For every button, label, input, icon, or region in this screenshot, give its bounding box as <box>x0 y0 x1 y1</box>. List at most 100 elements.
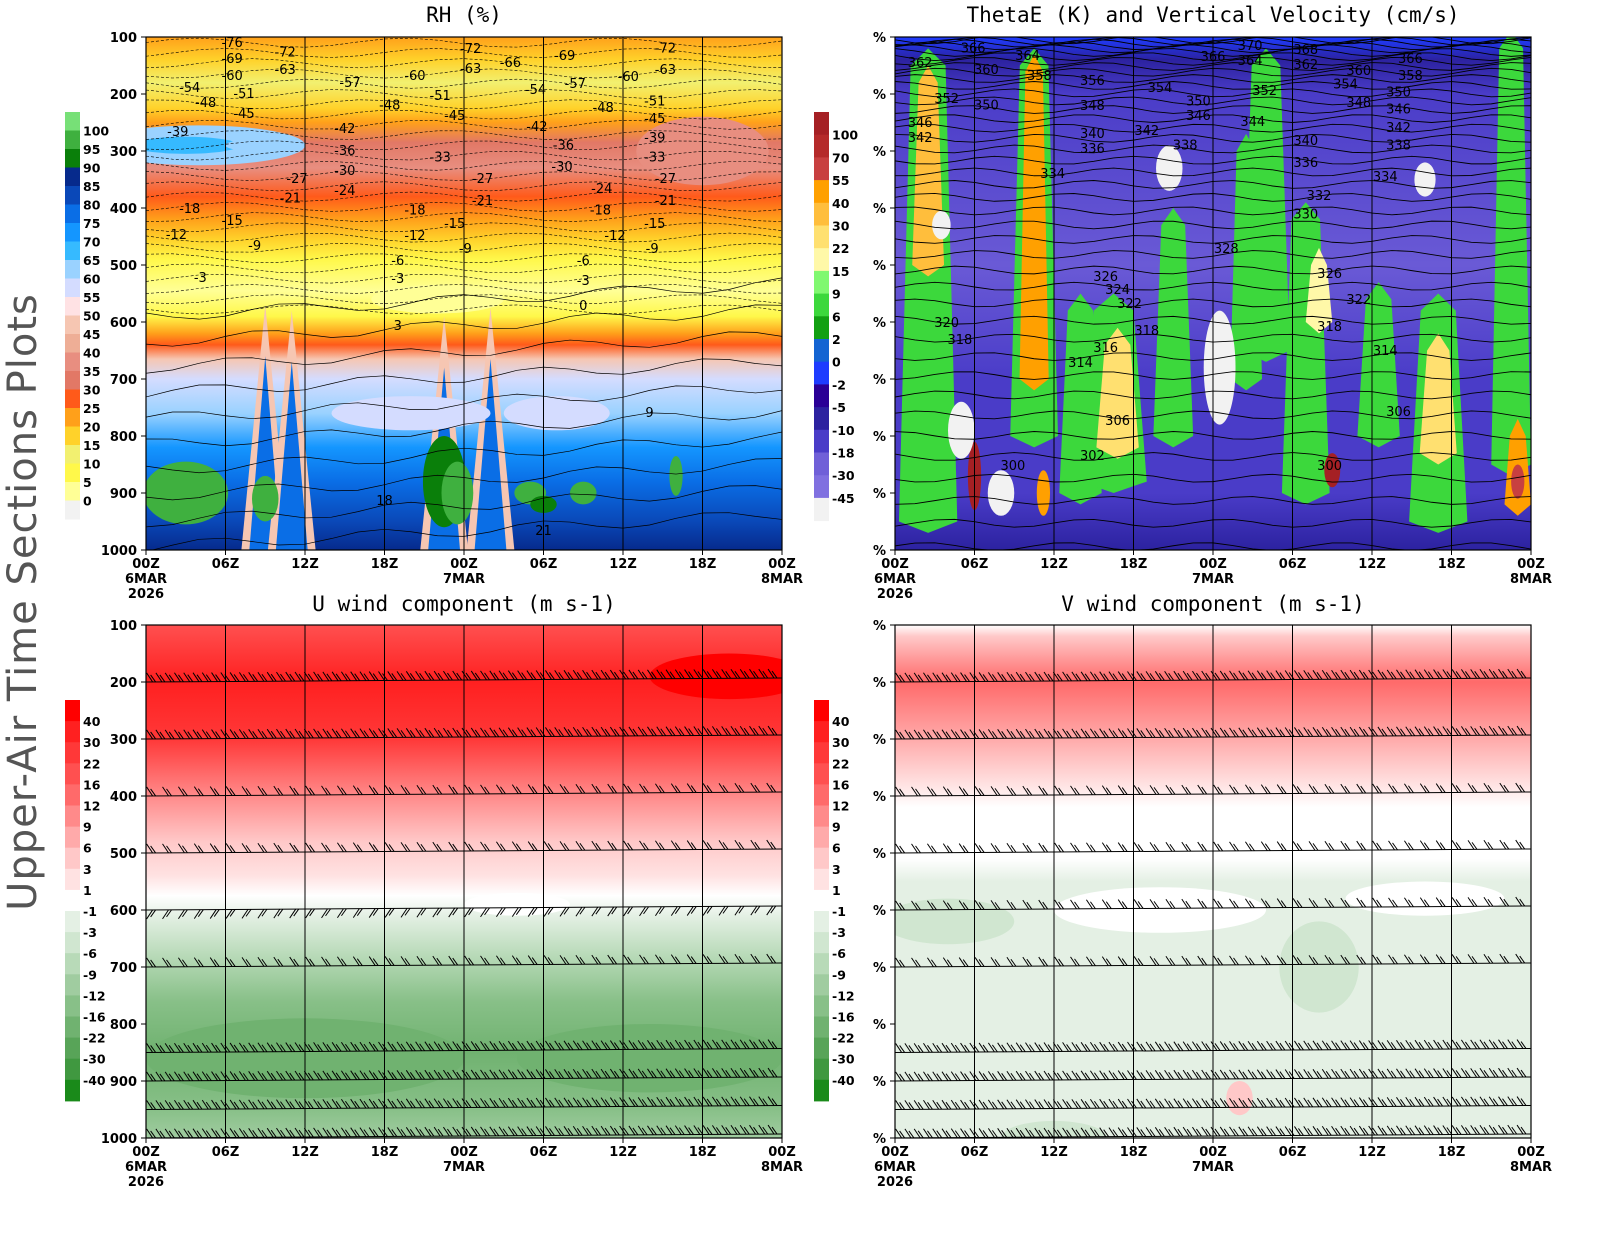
wind-barb <box>591 1040 602 1050</box>
wind-barb <box>1229 841 1239 852</box>
wind-barb <box>1164 1041 1175 1052</box>
y-tick-label: % <box>873 145 886 160</box>
colorbar-label: 0 <box>832 355 841 370</box>
colorbar-label: 75 <box>83 216 100 231</box>
wind-barb <box>1377 1040 1388 1050</box>
contour-label: 318 <box>1317 320 1342 335</box>
colorbar-swatch <box>65 805 80 828</box>
wind-barb <box>452 1069 463 1080</box>
wind-barb <box>1358 726 1369 737</box>
wind-barb <box>1117 671 1128 681</box>
wind-barb <box>359 728 370 738</box>
x-tick-label: 18Z <box>689 1145 717 1160</box>
wind-barb <box>911 957 921 968</box>
wind-barb <box>1276 955 1287 965</box>
wind-barb <box>758 1096 769 1106</box>
wind-barb <box>987 1099 998 1110</box>
wind-barb <box>1015 1042 1026 1052</box>
wind-barb <box>1358 669 1369 680</box>
wind-barb <box>1201 1069 1212 1080</box>
wind-barb <box>637 1068 648 1079</box>
contour-label: 316 <box>1093 341 1118 356</box>
contour-region <box>1054 887 1266 933</box>
x-tick-label: 2026 <box>128 1175 164 1190</box>
wind-barb <box>1080 1042 1091 1052</box>
wind-barb <box>749 1067 759 1078</box>
wind-barb <box>1022 899 1033 910</box>
wind-barb <box>209 786 220 796</box>
wind-barb <box>702 1125 713 1135</box>
contour-label: 324 <box>1105 283 1130 298</box>
wind-barb <box>1117 1098 1128 1109</box>
x-tick-label: 18Z <box>1120 557 1148 572</box>
wind-barb <box>368 785 379 795</box>
wind-barb <box>1213 955 1224 966</box>
contour-label: 366 <box>1398 52 1423 67</box>
wind-barb <box>1266 1040 1277 1051</box>
wind-barb <box>266 671 277 682</box>
colorbar-swatch <box>65 953 80 975</box>
wind-barb <box>225 843 236 853</box>
contour-region <box>1414 162 1436 197</box>
wind-barb <box>1321 1069 1332 1079</box>
wind-barb <box>511 907 522 917</box>
wind-barb <box>1043 1042 1054 1052</box>
wind-barb <box>248 672 259 682</box>
wind-barb <box>285 1042 296 1052</box>
wind-barb <box>238 1128 249 1138</box>
wind-barb <box>913 1043 924 1053</box>
y-tick-label: % <box>873 202 886 217</box>
wind-barb <box>750 839 761 850</box>
x-tick-label: 7MAR <box>443 572 485 587</box>
contour-label: -3 <box>391 272 404 287</box>
contour-label: 326 <box>1093 270 1118 285</box>
contour-region <box>146 461 229 525</box>
wind-barb <box>1210 1069 1221 1080</box>
wind-barb <box>294 1099 305 1109</box>
contour-label: -76 <box>222 36 243 51</box>
wind-barb <box>767 1124 778 1135</box>
wind-barb <box>461 1098 472 1108</box>
wind-barb <box>489 1126 500 1137</box>
colorbar-label: 40 <box>832 196 850 211</box>
wind-barb <box>1423 1096 1434 1107</box>
colorbar-label: 9 <box>832 287 841 302</box>
x-tick-label: 18Z <box>689 557 717 572</box>
wind-barb <box>1340 1068 1351 1079</box>
contour-label: -60 <box>222 69 243 84</box>
contour-label: -3 <box>577 274 590 289</box>
temperature-contour <box>146 68 782 79</box>
contour-label: -12 <box>404 229 425 244</box>
y-tick-label: % <box>873 733 886 748</box>
wind-barb <box>387 728 398 738</box>
wind-barb <box>225 957 236 967</box>
contour-label: 360 <box>974 63 999 78</box>
contour-region <box>1156 145 1183 191</box>
wind-barb <box>545 1040 555 1051</box>
wind-barb <box>1015 1070 1026 1081</box>
wind-barb <box>656 669 667 680</box>
wind-barb <box>470 670 481 681</box>
wind-barb <box>527 955 538 965</box>
contour-label: -9 <box>646 242 659 257</box>
wind-barb <box>1423 1068 1434 1078</box>
wind-barb <box>238 1099 249 1110</box>
colorbar-swatch <box>814 932 829 954</box>
wind-barb <box>1192 1041 1202 1051</box>
wind-barb <box>443 670 453 681</box>
wind-barb <box>400 956 411 966</box>
wind-barb <box>987 729 998 739</box>
wind-barb <box>1210 1126 1221 1137</box>
wind-barb <box>1467 954 1478 964</box>
wind-barb <box>266 1042 277 1052</box>
wind-barb <box>321 908 331 919</box>
wind-barb <box>997 1042 1008 1053</box>
wind-barb <box>174 672 184 683</box>
wind-barb <box>647 1068 657 1079</box>
wind-barb <box>1451 1068 1462 1078</box>
contour-label: -69 <box>554 49 575 64</box>
wind-barb <box>1197 898 1208 909</box>
wind-barb <box>1488 1124 1499 1135</box>
wind-barb <box>415 1041 426 1052</box>
contour-label: -18 <box>404 204 425 219</box>
